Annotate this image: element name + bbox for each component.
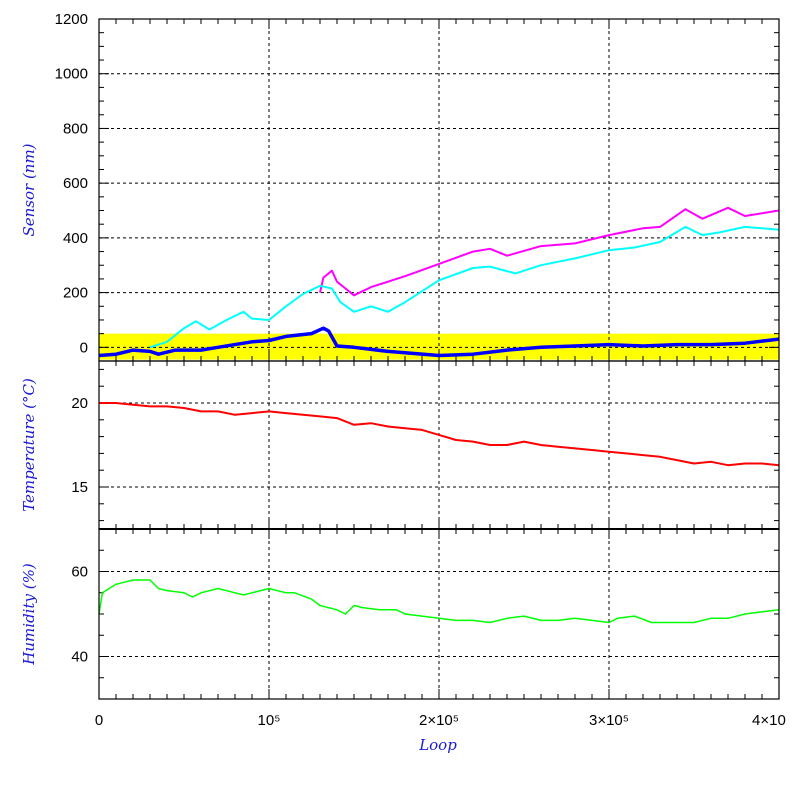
y-tick-label: 15 <box>71 479 88 496</box>
sensor-axis-title: Sensor (nm) <box>20 143 38 236</box>
humidity-axis-title: Humidity (%) <box>20 563 38 666</box>
x-tick-label: 4×10 <box>752 712 786 729</box>
panel-temperature: 15 20 Temperature (°C) <box>20 360 780 530</box>
y-tick-label: 1200 <box>55 11 88 28</box>
sensor-series-line-1 <box>149 225 779 349</box>
y-tick-label: 60 <box>71 564 88 581</box>
y-tick-label: 40 <box>71 649 88 666</box>
x-tick-label: 0 <box>95 712 103 729</box>
temperature-axis-title: Temperature (°C) <box>20 378 38 512</box>
panel-humidity: 40 60 Humidity (%) <box>20 528 780 700</box>
y-tick-label: 400 <box>63 230 88 247</box>
y-tick-label: 200 <box>63 285 88 302</box>
x-tick-label: 3×10⁵ <box>589 712 629 729</box>
temperature-series-line-0 <box>99 402 779 467</box>
y-tick-label: 1000 <box>55 66 88 83</box>
x-tick-label: 2×10⁵ <box>419 712 459 729</box>
x-tick-label: 10⁵ <box>258 712 281 729</box>
sensor-series-line-0 <box>319 206 779 297</box>
panel-sensor: 0 200 400 600 800 1000 1200 Sensor (nm) <box>20 11 780 362</box>
y-tick-label: 0 <box>80 339 88 356</box>
y-tick-label: 600 <box>63 175 88 192</box>
y-tick-label: 800 <box>63 120 88 137</box>
humidity-series-line-0 <box>99 579 779 624</box>
x-axis-title: Loop <box>418 736 457 754</box>
sensor-series-line-2 <box>99 326 779 358</box>
y-tick-label: 20 <box>71 395 88 412</box>
